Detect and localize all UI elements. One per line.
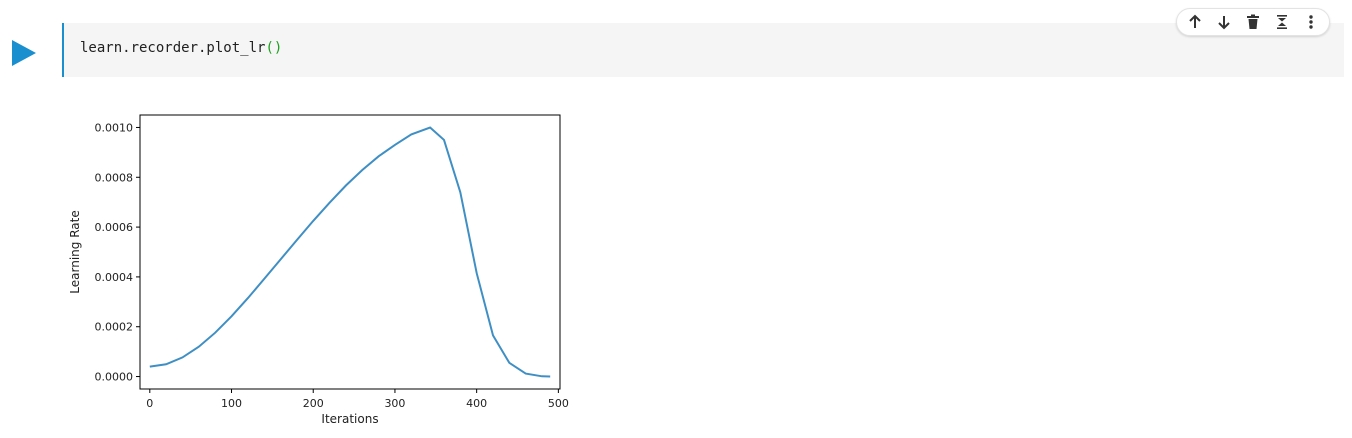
x-tick-label: 0 xyxy=(146,397,153,410)
y-tick-label: 0.0004 xyxy=(95,271,134,284)
series-line xyxy=(149,126,551,378)
x-axis: 0 100 200 300 400 500 xyxy=(146,389,569,410)
arrow-up-icon xyxy=(1189,14,1202,28)
y-tick-label: 0.0006 xyxy=(95,221,134,234)
move-cell-up-button[interactable] xyxy=(1183,10,1207,34)
code-parens: () xyxy=(265,40,283,56)
y-axis-label: Learning Rate xyxy=(68,210,82,293)
run-cell-button[interactable] xyxy=(10,38,38,68)
delete-cell-button[interactable] xyxy=(1241,10,1265,34)
move-cell-down-button[interactable] xyxy=(1212,10,1236,34)
more-vertical-icon xyxy=(1308,15,1313,29)
more-options-button[interactable] xyxy=(1299,10,1323,34)
x-axis-label: Iterations xyxy=(321,412,378,426)
cell-toolbar xyxy=(1176,8,1330,36)
code-cell-input[interactable]: learn.recorder.plot_lr() xyxy=(62,23,1344,77)
code-text: learn.recorder.plot_lr xyxy=(80,40,266,56)
play-icon xyxy=(12,40,36,66)
x-tick-label: 300 xyxy=(384,397,405,410)
plot-frame xyxy=(139,114,561,390)
x-tick-label: 100 xyxy=(221,397,242,410)
y-tick-label: 0.0002 xyxy=(95,321,134,334)
y-tick-label: 0.0010 xyxy=(95,121,134,134)
code-line[interactable]: learn.recorder.plot_lr() xyxy=(80,40,282,56)
collapse-cell-button[interactable] xyxy=(1270,10,1294,34)
y-axis: 0.0000 0.0002 0.0004 0.0006 0.0008 0.0010 xyxy=(95,121,140,384)
lr-plot: 0 100 200 300 400 500 0.0000 0.0002 0.0004 0.000… xyxy=(60,108,580,433)
x-tick-label: 500 xyxy=(548,397,569,410)
x-tick-label: 400 xyxy=(466,397,487,410)
y-tick-label: 0.0000 xyxy=(95,371,134,384)
collapse-icon xyxy=(1276,15,1287,29)
x-tick-label: 200 xyxy=(303,397,324,410)
lr-chart-svg: 0 100 200 300 400 500 0.00000.00020.00040.000… xyxy=(68,114,569,426)
y-tick-label: 0.0008 xyxy=(95,171,134,184)
arrow-down-icon xyxy=(1218,16,1230,30)
trash-icon xyxy=(1246,14,1259,29)
